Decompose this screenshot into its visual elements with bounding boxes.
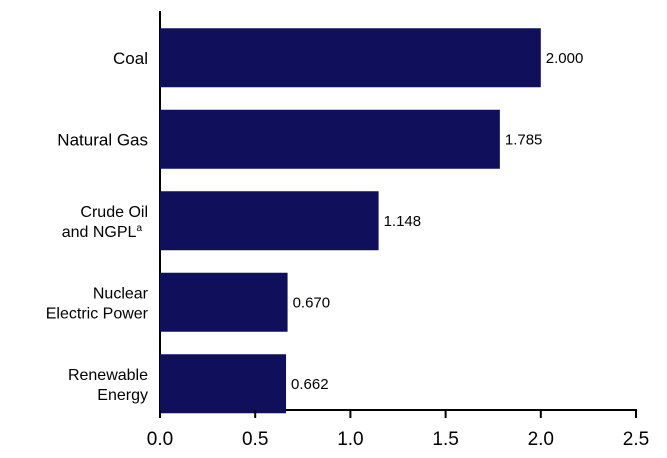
category-label: Crude Oil and NGPLa (62, 204, 148, 241)
bar (160, 109, 500, 169)
value-labels: 2.000 1.785 1.148 0.670 0.662 (291, 50, 583, 393)
category-label: Coal (113, 49, 148, 68)
category-label: Nuclear Electric Power (46, 285, 149, 322)
x-axis-ticks: 0.0 0.5 1.0 1.5 2.0 2.5 (147, 410, 649, 450)
category-label: Natural Gas (57, 130, 148, 149)
bar (160, 191, 379, 251)
category-labels: Coal Natural Gas Crude Oil and NGPLa Nuclear… (46, 49, 149, 404)
bar-value-label: 2.000 (546, 50, 584, 67)
bar-value-label: 0.662 (291, 376, 329, 393)
bar-value-label: 1.148 (384, 213, 422, 230)
bar (160, 354, 287, 414)
x-tick-label: 2.0 (528, 429, 554, 450)
bar (160, 28, 541, 88)
x-tick-label: 1.5 (432, 429, 458, 450)
x-tick-label: 0.5 (242, 429, 268, 450)
x-tick-label: 0.0 (147, 429, 173, 450)
x-tick-label: 1.0 (337, 429, 363, 450)
bars (160, 28, 541, 414)
category-label: Renewable Energy (68, 367, 148, 404)
x-tick-label: 2.5 (623, 429, 649, 450)
bar (160, 272, 288, 332)
bar-value-label: 0.670 (293, 294, 331, 311)
bar-value-label: 1.785 (505, 131, 543, 148)
